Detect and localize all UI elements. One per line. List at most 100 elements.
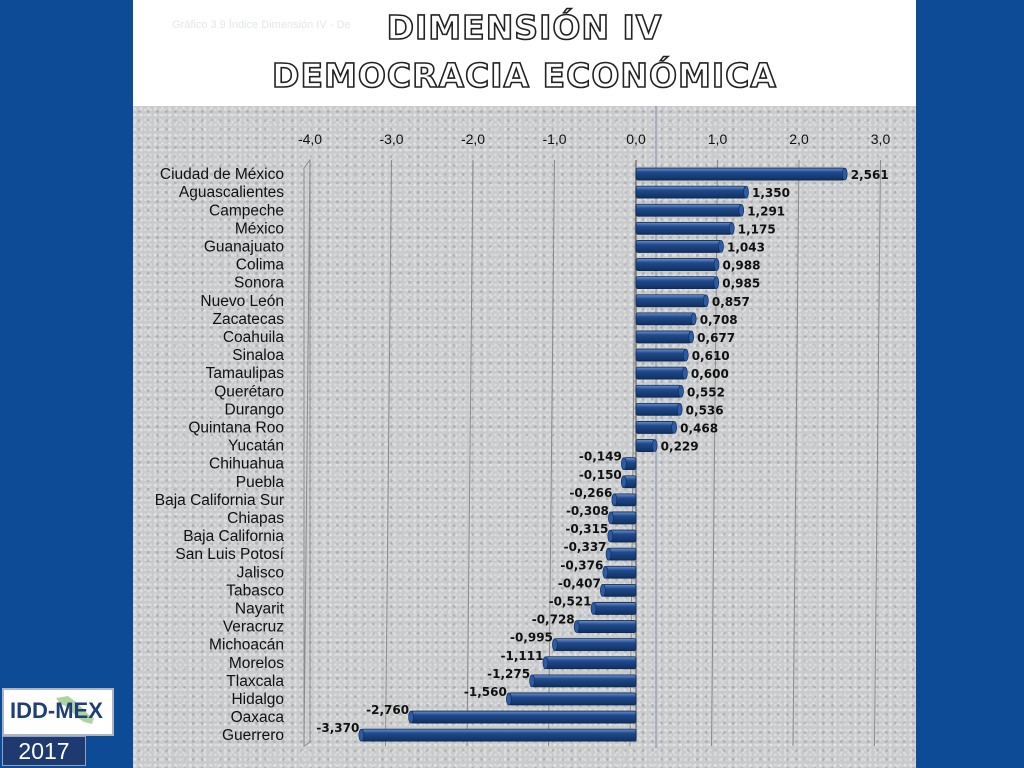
value-label: 0,857: [712, 295, 750, 309]
bar: [635, 366, 686, 380]
value-label: -0,407: [558, 576, 601, 590]
bar: [635, 330, 692, 344]
bar-cap: [600, 584, 606, 597]
value-label: 0,677: [697, 331, 735, 345]
value-label: 1,350: [752, 186, 790, 200]
value-label: -0,995: [510, 631, 553, 645]
x-tick-label: 1,0: [708, 131, 728, 147]
bar-cap: [728, 222, 735, 235]
x-tick-label: 3,0: [871, 131, 891, 147]
bar-cap: [841, 167, 848, 181]
category-label: Baja California: [183, 528, 284, 545]
category-label: Jalisco: [237, 564, 284, 581]
title-panel: [133, 0, 916, 106]
value-label: -3,370: [316, 721, 359, 735]
bar: [602, 583, 637, 597]
bar-cap: [690, 312, 697, 326]
bar-cap: [671, 421, 677, 434]
bar: [635, 312, 695, 326]
bar: [410, 710, 637, 724]
gridline-x: [385, 159, 392, 747]
bar: [613, 493, 637, 507]
category-label: Morelos: [229, 655, 284, 672]
bar-cap: [682, 366, 688, 380]
category-label: Tlaxcala: [226, 673, 284, 690]
gridline-x: [874, 159, 881, 747]
value-label: 0,552: [687, 385, 725, 399]
x-tick-label: -4,0: [298, 131, 322, 147]
chart-title-line-2: DEMOCRACIA ECONÓMICA: [271, 55, 777, 96]
bar: [635, 240, 722, 253]
value-label: 1,291: [747, 204, 785, 218]
bar-cap: [713, 276, 720, 289]
chart-panel: [133, 106, 916, 768]
category-label: Sonora: [234, 275, 284, 292]
category-label: Durango: [225, 401, 284, 418]
category-label: Tamaulipas: [206, 365, 285, 382]
value-label: 0,985: [722, 277, 760, 291]
bar-cap: [608, 511, 614, 525]
bar: [545, 656, 637, 670]
category-label: Colima: [236, 257, 285, 274]
value-label: -1,111: [501, 649, 544, 663]
category-label: Chiapas: [227, 510, 284, 527]
category-label: Oaxaca: [231, 709, 285, 726]
bar: [531, 674, 637, 688]
bar: [508, 692, 637, 706]
bar-cap: [718, 240, 724, 253]
value-label: -0,376: [560, 558, 603, 572]
category-label: Tabasco: [226, 582, 284, 599]
bar: [635, 348, 687, 362]
bar-cap: [621, 457, 627, 470]
value-label: 0,229: [661, 440, 699, 454]
value-label: 2,561: [851, 168, 889, 182]
bar: [609, 529, 637, 543]
bar-cap: [713, 258, 720, 271]
value-label: 0,988: [723, 259, 761, 273]
value-label: 0,600: [691, 367, 729, 381]
category-label: México: [235, 220, 284, 237]
bar: [635, 258, 717, 271]
x-tick-label: -1,0: [542, 131, 566, 147]
bar-cap: [611, 493, 618, 507]
bar-cap: [590, 602, 597, 615]
bar-cap: [408, 710, 414, 724]
bar-cap: [573, 620, 580, 633]
value-label: -1,560: [464, 685, 507, 699]
bar: [635, 221, 733, 235]
value-label: -0,337: [564, 540, 607, 554]
category-label: Guanajuato: [204, 238, 284, 255]
category-label: Yucatán: [228, 438, 284, 455]
category-label: Nayarit: [235, 600, 285, 617]
category-label: Guerrero: [222, 727, 284, 744]
category-label: Veracruz: [223, 619, 284, 636]
bar: [360, 728, 637, 742]
bar-cap: [605, 547, 612, 561]
plot-frame: [303, 158, 311, 747]
gridline-x: [303, 159, 311, 747]
bar-cap: [688, 330, 694, 344]
x-tick-label: -2,0: [461, 131, 485, 147]
bar: [635, 167, 846, 181]
category-label: Michoacán: [209, 637, 284, 654]
bar-cap: [542, 656, 549, 670]
category-label: Puebla: [236, 474, 285, 491]
category-label: Ciudad de México: [160, 166, 284, 183]
category-label: Aguascalientes: [179, 184, 284, 201]
value-label: 1,175: [738, 222, 776, 236]
category-label: Baja California Sur: [155, 492, 284, 509]
bar: [554, 638, 637, 652]
value-label: -0,728: [532, 613, 575, 627]
right-sidebar: [916, 0, 1024, 768]
bar-cap: [676, 403, 683, 416]
bar: [635, 294, 707, 308]
value-label: 0,468: [680, 421, 718, 435]
value-label: -0,521: [549, 594, 592, 608]
value-label: -0,315: [565, 522, 608, 536]
value-label: -0,308: [566, 504, 609, 518]
gridline-x: [711, 159, 718, 747]
category-label: Campeche: [209, 202, 284, 219]
bar-cap: [552, 638, 558, 651]
mexico-map-icon: [56, 696, 94, 724]
gridline-x: [548, 159, 555, 747]
